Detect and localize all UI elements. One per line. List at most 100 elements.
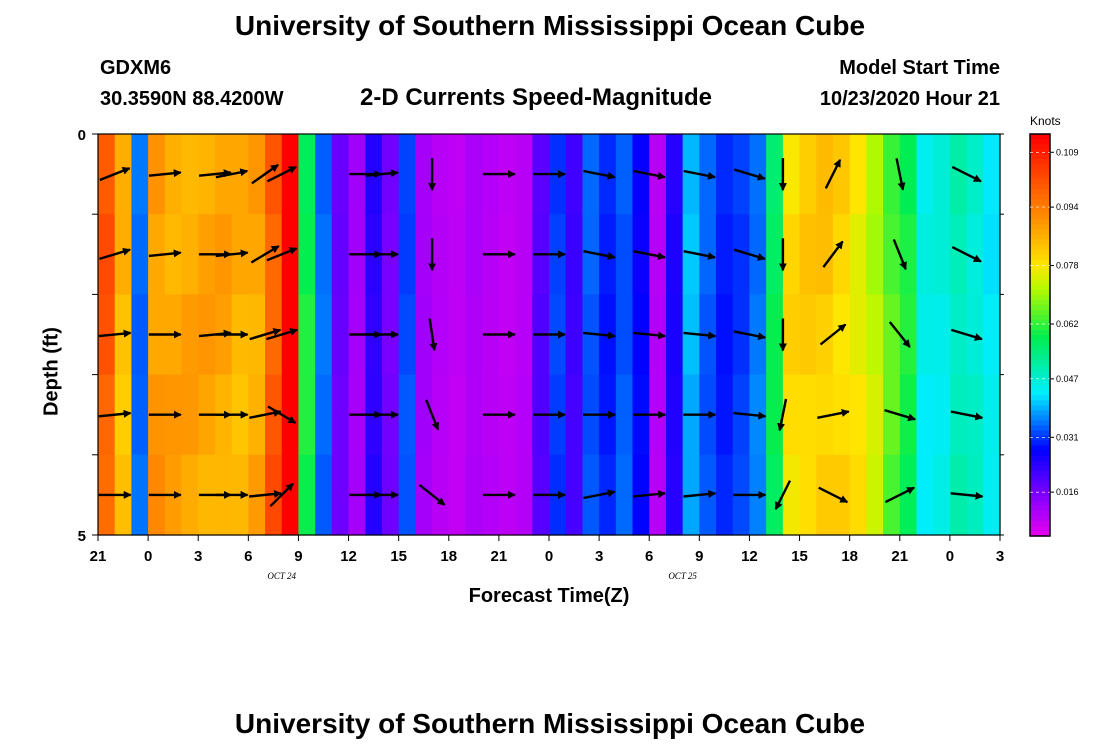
heatmap-cell <box>615 374 634 456</box>
heatmap-cell <box>432 134 450 215</box>
current-vector <box>267 405 297 424</box>
heatmap-cell <box>933 374 951 456</box>
heatmap-cell <box>916 134 934 215</box>
heatmap-cell <box>131 374 149 456</box>
current-vector <box>215 249 249 258</box>
heatmap-cell <box>866 374 884 456</box>
x-tick-label: 3 <box>996 548 1004 565</box>
current-vector <box>249 328 282 341</box>
heatmap-cell <box>983 134 1001 215</box>
colorbar-segment <box>1030 385 1050 391</box>
colorbar: 0.109 0.094 0.078 0.062 0.047 0.031 0.016 <box>1029 133 1079 537</box>
colorbar-segment <box>1030 179 1050 185</box>
heatmap-cell <box>816 454 834 536</box>
current-vector <box>633 331 667 340</box>
current-vector <box>148 249 182 258</box>
x-tick-label: 6 <box>244 548 252 565</box>
colorbar-segment <box>1030 279 1050 286</box>
colorbar-tick-label: 0.031 <box>1056 432 1079 442</box>
colorbar-segment <box>1030 435 1050 442</box>
heatmap-cell <box>766 214 784 295</box>
colorbar-segment <box>1030 440 1050 447</box>
x-tick-label: 12 <box>340 548 357 565</box>
heatmap-cell <box>98 214 116 295</box>
colorbar-segment <box>1030 169 1050 175</box>
current-vector <box>733 411 767 420</box>
heatmap-cell <box>281 374 300 456</box>
colorbar-segment <box>1030 410 1050 417</box>
current-vector <box>633 169 666 180</box>
current-vector <box>248 490 282 498</box>
colorbar-segment <box>1030 229 1050 236</box>
heatmap-cell <box>131 294 149 376</box>
heatmap-cell <box>899 454 918 536</box>
heatmap-cell <box>983 374 1001 456</box>
current-vector <box>888 321 911 348</box>
heatmap-cell <box>665 134 684 215</box>
current-vector <box>683 331 717 340</box>
heatmap-cell <box>716 374 734 456</box>
heatmap-cell <box>415 134 433 215</box>
x-tick-label: 9 <box>294 548 302 565</box>
colorbar-segment <box>1030 149 1050 155</box>
colorbar-segment <box>1030 329 1050 336</box>
colorbar-tick-label: 0.062 <box>1056 319 1079 329</box>
heatmap-cell <box>131 454 149 536</box>
heatmap-cell <box>298 454 316 536</box>
heatmap-cell <box>415 454 433 536</box>
colorbar-segment <box>1030 259 1050 266</box>
heatmap-cell <box>665 294 684 376</box>
current-vector <box>266 328 299 341</box>
heatmap-cell <box>398 374 416 456</box>
heatmap-cell <box>883 374 901 456</box>
heatmap-cell <box>248 214 266 295</box>
x-axis-label: Forecast Time(Z) <box>468 585 630 607</box>
heatmap-cell <box>315 134 333 215</box>
current-vector <box>428 318 438 352</box>
heatmap-cell <box>949 134 968 215</box>
heatmap-cell <box>816 134 834 215</box>
colorbar-segment <box>1030 249 1050 256</box>
y-axis-label: Depth (ft) <box>40 327 63 416</box>
heatmap-cell <box>448 214 467 295</box>
heatmap-cell <box>916 454 934 536</box>
heatmap-cell <box>732 294 751 376</box>
heatmap-cell <box>916 374 934 456</box>
heatmap-cell <box>966 134 984 215</box>
colorbar-segment <box>1030 340 1050 346</box>
heatmap-cell <box>415 214 433 295</box>
colorbar-tick-label: 0.094 <box>1056 202 1079 212</box>
heatmap-cell <box>916 214 934 295</box>
colorbar-segment <box>1030 345 1050 351</box>
heatmap-cell <box>799 134 817 215</box>
date-label: OCT 24 <box>267 571 296 581</box>
current-vector <box>269 482 294 508</box>
station-location: 30.3590N 88.4200W <box>100 88 284 110</box>
colorbar-segment <box>1030 164 1050 170</box>
x-tick-label: 21 <box>891 548 908 565</box>
heatmap-cell <box>849 214 867 295</box>
current-vector <box>633 250 666 260</box>
colorbar-segment <box>1030 194 1050 200</box>
heatmap-cell <box>866 294 884 376</box>
heatmap-cell <box>849 134 867 215</box>
heatmap-cell <box>615 454 634 536</box>
colorbar-segment <box>1030 335 1050 341</box>
heatmap-cell <box>331 214 350 295</box>
heatmap-cell <box>983 454 1001 536</box>
colorbar-segment <box>1030 475 1050 482</box>
heatmap-cell <box>883 454 901 536</box>
colorbar-segment <box>1030 239 1050 246</box>
colorbar-frame <box>1029 133 1051 537</box>
vector-layer <box>98 158 984 511</box>
heatmap-cell <box>298 134 316 215</box>
heatmap-cell <box>816 294 834 376</box>
current-vector <box>99 167 131 182</box>
colorbar-segment <box>1030 214 1050 221</box>
heatmap-cell <box>515 214 533 295</box>
heatmap-cell <box>131 214 149 295</box>
heatmap-cell <box>582 454 600 536</box>
heatmap-cell <box>398 214 416 295</box>
current-vector <box>950 410 984 421</box>
current-vector <box>266 165 297 183</box>
